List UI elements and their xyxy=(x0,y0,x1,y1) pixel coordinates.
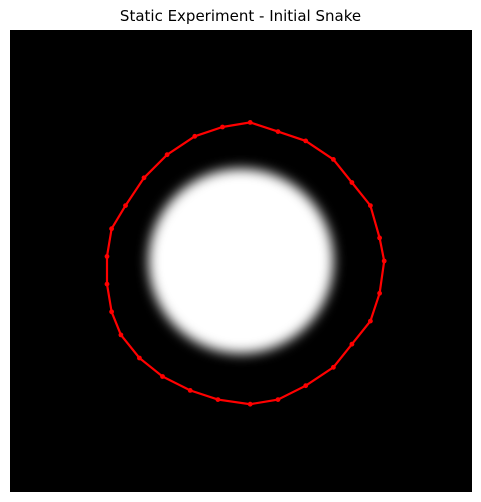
figure-title: Static Experiment - Initial Snake xyxy=(119,7,362,25)
snake-point xyxy=(349,341,355,347)
snake-points-group xyxy=(104,120,387,407)
snake-point xyxy=(275,397,281,402)
snake-point xyxy=(349,180,355,185)
snake-point xyxy=(137,355,142,361)
snake-point xyxy=(123,203,128,209)
snake-point xyxy=(109,309,114,315)
snake-point xyxy=(381,258,387,264)
snake-point xyxy=(331,157,336,162)
snake-point xyxy=(141,175,147,181)
snake-point xyxy=(220,124,225,130)
snake-point xyxy=(331,364,336,370)
snake-point xyxy=(215,397,221,402)
snake-point xyxy=(303,383,309,389)
plot-area xyxy=(10,30,472,492)
snake-point xyxy=(377,235,382,241)
snake-point xyxy=(377,290,382,296)
snake-point xyxy=(187,388,193,393)
snake-point xyxy=(104,254,110,259)
snake-point xyxy=(303,138,309,144)
snake-point xyxy=(192,133,198,139)
snake-point xyxy=(368,203,373,209)
image-plot xyxy=(10,30,472,492)
snake-point xyxy=(247,120,253,125)
snake-point xyxy=(118,332,124,338)
snake-point xyxy=(247,401,253,407)
snake-point xyxy=(109,226,114,232)
white-blob xyxy=(148,168,334,354)
snake-contour xyxy=(105,121,386,406)
snake-point xyxy=(160,374,165,379)
snake-point xyxy=(368,318,373,324)
snake-point xyxy=(275,129,281,134)
snake-point xyxy=(104,281,110,287)
snake-point xyxy=(164,152,170,158)
